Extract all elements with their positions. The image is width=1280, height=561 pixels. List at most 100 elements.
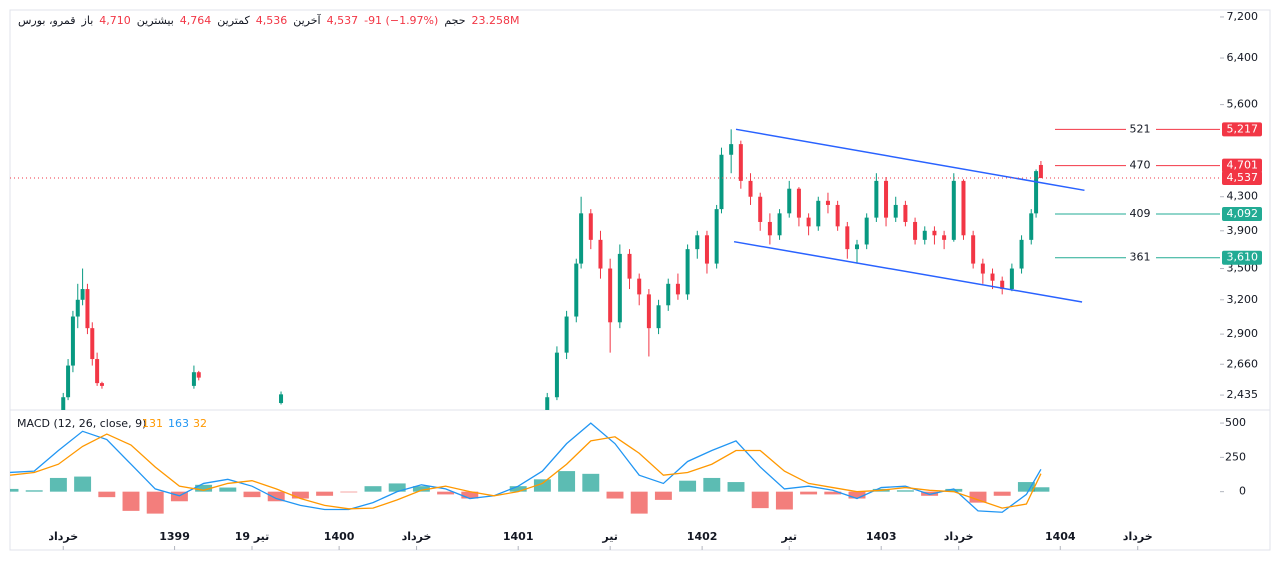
histogram-bar [969,491,987,503]
field-value: 4,710 [99,14,131,27]
candle-body [932,230,937,236]
level-text-bg [1126,158,1156,173]
histogram-bar [630,491,648,514]
histogram-bar [848,491,866,499]
field-label: بیشترین [136,14,174,27]
x-tick-label: 19 تیر [235,530,270,543]
candle-body [704,235,709,264]
y-tick-label: 3,500 [1227,262,1259,275]
histogram-bar [291,491,309,499]
histogram-bar [316,491,334,496]
candle-body [554,352,559,398]
price-pane [10,128,1220,410]
x-tick-label: تیر [781,530,797,543]
histogram-bar [800,491,818,495]
histogram-bar [49,477,67,492]
y-tick-label: 7,200 [1227,10,1259,23]
candle-body [816,200,821,227]
histogram-bar [606,491,624,499]
price-tag-label: 4,701 [1227,159,1259,172]
trend-line [733,240,1083,303]
histogram-bar [945,488,963,492]
histogram-bar [751,491,769,509]
y-tick-label: 250 [1225,450,1246,463]
candle-body [719,154,724,210]
field-value: 4,536 [255,14,288,27]
macd-line [10,433,1042,510]
histogram-bar [824,491,842,495]
x-tick-label: 1401 [503,530,534,543]
candle-body [574,263,579,317]
histogram-bar [703,477,721,492]
y-tick-label: 0 [1239,485,1246,498]
candle-body [1000,280,1005,290]
candle-body [806,217,811,227]
candle-body [196,372,201,378]
candle-body [729,144,734,155]
histogram-bar [25,490,43,492]
histogram-bar [195,484,213,492]
candle-body [777,213,782,236]
histogram-bar [1017,482,1035,492]
volume: 23.258M [471,14,520,27]
x-tick-label: تیر [601,530,617,543]
candle-body [617,253,622,323]
candle-body [942,235,947,240]
histogram-bar [896,490,914,492]
candle-body [85,289,90,329]
level-tag: 521 [1130,122,1151,135]
price-tag [1222,250,1262,265]
histogram-bar [122,491,140,511]
candle-body [80,289,85,300]
histogram-bar [654,491,672,500]
candle-body [579,213,584,264]
candle-body [646,294,651,329]
candle-body [90,328,95,360]
y-tick-label: 6,400 [1227,51,1259,64]
level-tag: 361 [1130,251,1151,264]
candle-body [75,299,80,317]
field-value: 4,764 [179,14,212,27]
macd-readout: 163 [168,417,189,430]
macd-line [10,422,1042,513]
price-tag [1222,171,1262,186]
histogram-bar [146,491,164,514]
header: قمرو، بورس باز 4,710 بیشترین 4,764 کمترین 4… [18,14,520,27]
candle-body [990,273,995,281]
x-tick-label: خرداد [1123,530,1153,543]
y-tick-label: 500 [1225,416,1246,429]
histogram-bar [582,473,600,492]
level-tag: 470 [1130,159,1151,172]
x-tick-label: 1402 [687,530,718,543]
candle-body [598,239,603,269]
x-tick-label: 1400 [324,530,355,543]
macd-pane [10,422,1050,514]
field-value: 4,537 [326,14,359,27]
histogram-bar [461,491,479,499]
candle-body [627,253,632,279]
histogram-bar [340,491,358,493]
candle-body [893,204,898,218]
candle-body [61,397,66,410]
histogram-bar [679,480,697,492]
price-tag-label: 5,217 [1227,122,1259,135]
histogram-bar [727,482,745,492]
price-tag [1222,158,1262,173]
candle-body [903,204,908,222]
candle-body [980,263,985,274]
candle-body [279,394,284,404]
histogram-bar [267,491,285,502]
price-tag-label: 4,537 [1227,171,1259,184]
macd-readout: 131 [142,417,163,430]
histogram-bar [509,486,527,492]
candle-body [1029,213,1034,240]
x-tick-label: 1403 [866,530,897,543]
candle-body [714,209,719,264]
histogram-bar [243,491,261,498]
candle-body [796,188,801,218]
histogram-bar [1032,487,1050,492]
candle-body [748,180,753,197]
symbol: قمرو، بورس [18,14,76,27]
histogram-bar [437,491,455,495]
candle-body [874,180,879,218]
